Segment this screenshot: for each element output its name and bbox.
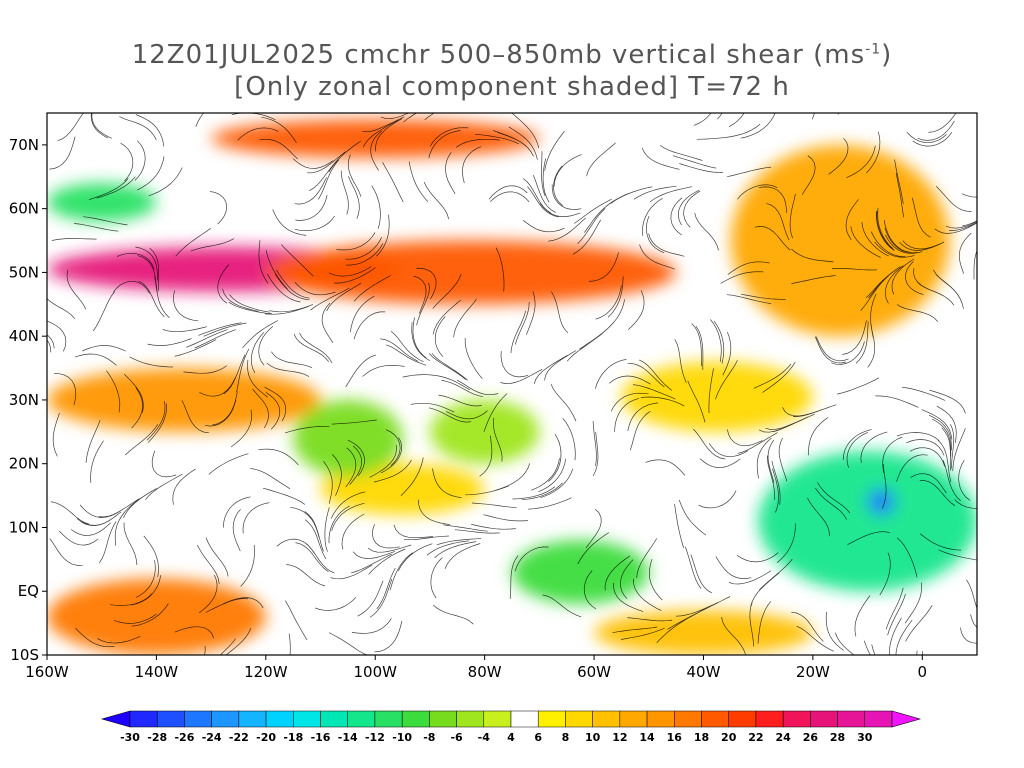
plot-frame bbox=[46, 112, 978, 656]
colorbar-label: -28 bbox=[147, 731, 167, 744]
colorbar-swatch bbox=[293, 710, 321, 728]
lat-tick-label: 10S bbox=[10, 646, 39, 664]
lon-tick-label: 100W bbox=[354, 663, 398, 681]
lon-tick-label: 20W bbox=[796, 663, 830, 681]
colorbar-swatch bbox=[837, 710, 866, 728]
title-unit-superscript: -1 bbox=[865, 41, 882, 58]
zonal-shear-shading bbox=[47, 119, 977, 655]
colorbar-swatch bbox=[782, 710, 811, 728]
streamlines bbox=[47, 113, 977, 655]
shade-north-atlantic-band bbox=[730, 144, 950, 337]
title-prefix: 12Z01JUL2025 cmchr 500–850mb vertical sh… bbox=[131, 40, 866, 70]
colorbar-label: 10 bbox=[585, 731, 601, 744]
shade-south-atlantic bbox=[594, 610, 813, 655]
colorbar-swatch bbox=[456, 710, 485, 728]
shade-atlantic-subtropics bbox=[621, 361, 813, 432]
colorbar-label: 24 bbox=[775, 731, 791, 744]
shade-mid-pacific bbox=[320, 463, 485, 515]
lon-tick-label: 140W bbox=[135, 663, 179, 681]
lat-tick-label: 30N bbox=[9, 391, 39, 409]
colorbar-swatch bbox=[728, 710, 757, 728]
colorbar-swatch bbox=[211, 710, 240, 728]
colorbar-label: 22 bbox=[748, 731, 763, 744]
colorbar-swatch bbox=[483, 710, 512, 728]
lat-tick-label: EQ bbox=[18, 582, 39, 600]
colorbar-label: -20 bbox=[256, 731, 276, 744]
colorbar-label: 20 bbox=[721, 731, 737, 744]
colorbar-swatch bbox=[347, 710, 376, 728]
colorbar-label: -4 bbox=[478, 731, 491, 744]
colorbar-swatch bbox=[129, 710, 158, 728]
colorbar-label: -8 bbox=[423, 731, 435, 744]
colorbar-swatch bbox=[401, 710, 430, 728]
lat-tick-label: 50N bbox=[9, 263, 39, 281]
colorbar-label: 28 bbox=[830, 731, 845, 744]
colorbar-swatch bbox=[265, 710, 294, 728]
colorbar-label: -12 bbox=[365, 731, 385, 744]
colorbar-swatch bbox=[238, 710, 267, 728]
colorbar-swatch bbox=[429, 710, 457, 728]
colorbar-swatch bbox=[810, 710, 838, 728]
colorbar-label: 14 bbox=[639, 731, 655, 744]
lat-tick-label: 20N bbox=[9, 455, 39, 473]
shade-tropical-atlantic-easterly bbox=[511, 540, 649, 604]
colorbar-label: 18 bbox=[694, 731, 709, 744]
colorbar-label: 8 bbox=[562, 731, 570, 744]
shade-africa-core bbox=[867, 489, 895, 515]
shade-arctic-jet bbox=[211, 119, 540, 158]
lat-tick-label: 60N bbox=[9, 200, 39, 218]
colorbar-swatch bbox=[184, 710, 212, 728]
chart-title-line1: 12Z01JUL2025 cmchr 500–850mb vertical sh… bbox=[0, 40, 1024, 70]
colorbar-swatch bbox=[537, 710, 566, 728]
colorbar-label: -30 bbox=[120, 731, 140, 744]
shade-caribbean-easterly bbox=[293, 399, 403, 477]
colorbar-label: 4 bbox=[507, 731, 515, 744]
colorbar-swatch bbox=[864, 710, 893, 728]
lat-tick-label: 70N bbox=[9, 136, 39, 154]
lon-tick-label: 60W bbox=[577, 663, 611, 681]
title-suffix: ) bbox=[881, 40, 893, 70]
colorbar-swatch bbox=[619, 710, 648, 728]
colorbar-swatch bbox=[565, 710, 593, 728]
colorbar-label: -14 bbox=[338, 731, 358, 744]
shade-subtropical-pacific bbox=[47, 368, 321, 432]
colorbar-label: -22 bbox=[229, 731, 249, 744]
colorbar-swatch bbox=[320, 710, 348, 728]
colorbar-swatch bbox=[374, 710, 403, 728]
colorbar-swatch bbox=[510, 710, 539, 728]
colorbar-label: 16 bbox=[667, 731, 683, 744]
colorbar-label: -6 bbox=[450, 731, 463, 744]
colorbar: -30 -28 -26 -24 -22 -20 -18 -16 -14 -12 -10 -8 -6 -4 4… bbox=[100, 710, 922, 744]
colorbar-label: -16 bbox=[311, 731, 331, 744]
colorbar-label: -24 bbox=[202, 731, 222, 744]
lat-tick-label: 40N bbox=[9, 327, 39, 345]
chart-title-line2: [Only zonal component shaded] T=72 h bbox=[234, 72, 790, 102]
colorbar-swatch bbox=[592, 710, 621, 728]
colorbar-label: 12 bbox=[612, 731, 627, 744]
colorbar-swatch bbox=[674, 710, 702, 728]
lat-tick-label: 10N bbox=[9, 518, 39, 536]
colorbar-swatch bbox=[755, 710, 784, 728]
colorbar-swatch bbox=[701, 710, 729, 728]
lon-tick-label: 120W bbox=[244, 663, 288, 681]
lon-tick-label: 160W bbox=[25, 663, 69, 681]
colorbar-swatch bbox=[646, 710, 675, 728]
colorbar-swatch bbox=[156, 710, 185, 728]
lon-tick-label: 40W bbox=[687, 663, 721, 681]
lon-tick-label: 0 bbox=[918, 663, 928, 681]
colorbar-label: -26 bbox=[174, 731, 194, 744]
shade-pacific-northwest-easterly bbox=[47, 183, 157, 222]
colorbar-label: -18 bbox=[283, 731, 303, 744]
shade-gulf-easterly bbox=[429, 399, 540, 464]
lon-tick-label: 80W bbox=[468, 663, 502, 681]
colorbar-label: -10 bbox=[392, 731, 412, 744]
colorbar-label: 30 bbox=[857, 731, 873, 744]
colorbar-label: 6 bbox=[534, 731, 542, 744]
colorbar-label: 26 bbox=[803, 731, 819, 744]
shade-east-atlantic-easterly bbox=[758, 450, 977, 592]
shade-north-america-jet bbox=[265, 240, 677, 305]
